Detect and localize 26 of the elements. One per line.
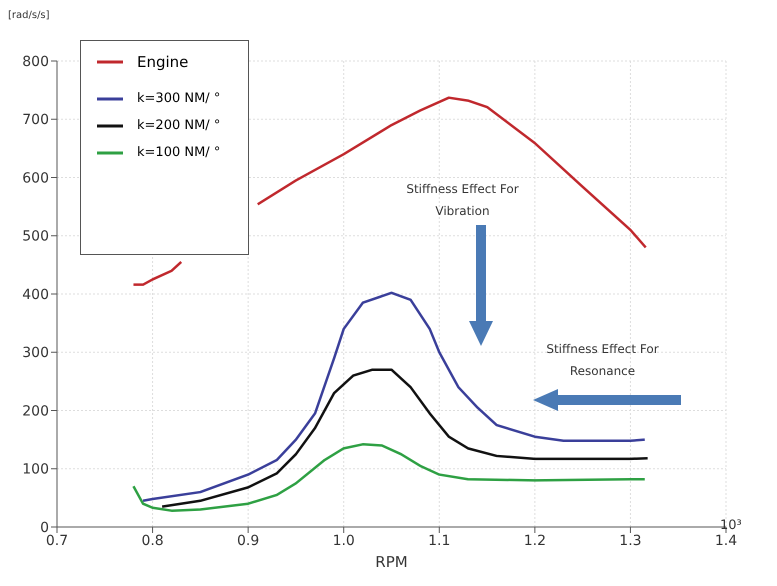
y-tick-label: 200	[22, 403, 49, 420]
y-tick-label: 400	[22, 286, 49, 303]
legend-label: Engine	[137, 53, 188, 71]
annotation: 10³	[720, 518, 742, 533]
x-tick-label: 1.4	[714, 532, 738, 549]
y-tick-label: 500	[22, 228, 49, 245]
y-tick-label: 300	[22, 345, 49, 362]
x-tick-label: 1.3	[619, 532, 642, 549]
y-tick-label: 700	[22, 112, 49, 128]
x-tick-label: 1.2	[524, 532, 546, 549]
x-tick-label: 1.1	[428, 532, 450, 549]
y-tick-label: 100	[22, 462, 49, 478]
line-series	[160, 368, 649, 508]
y-axis-title: [rad/s/s]	[8, 10, 50, 21]
legend-label: k=200 NM/ °	[137, 118, 220, 133]
y-tick-label: 600	[22, 170, 49, 186]
x-tick-label: 1.0	[332, 532, 355, 549]
legend-label: k=300 NM/ °	[137, 91, 220, 106]
line-series	[132, 443, 646, 512]
x-tick-label: 0.9	[237, 532, 260, 549]
x-tick-label: 0.8	[141, 532, 164, 549]
x-axis-title: RPM	[375, 553, 408, 571]
annotation: Stiffness Effect For Vibration	[405, 181, 520, 220]
annotation: Stiffness Effect For Resonance	[545, 341, 660, 380]
legend-label: k=100 NM/ °	[137, 145, 220, 160]
y-tick-label: 800	[22, 54, 49, 70]
